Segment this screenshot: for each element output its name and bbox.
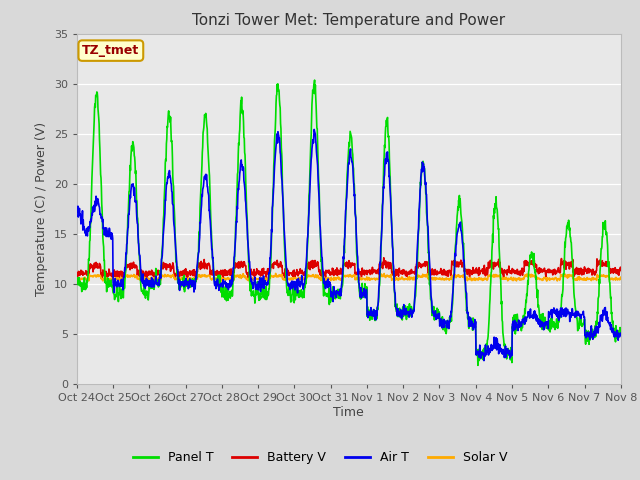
Title: Tonzi Tower Met: Temperature and Power: Tonzi Tower Met: Temperature and Power bbox=[192, 13, 506, 28]
Text: TZ_tmet: TZ_tmet bbox=[82, 44, 140, 57]
Y-axis label: Temperature (C) / Power (V): Temperature (C) / Power (V) bbox=[35, 122, 48, 296]
Legend: Panel T, Battery V, Air T, Solar V: Panel T, Battery V, Air T, Solar V bbox=[128, 446, 512, 469]
X-axis label: Time: Time bbox=[333, 406, 364, 419]
